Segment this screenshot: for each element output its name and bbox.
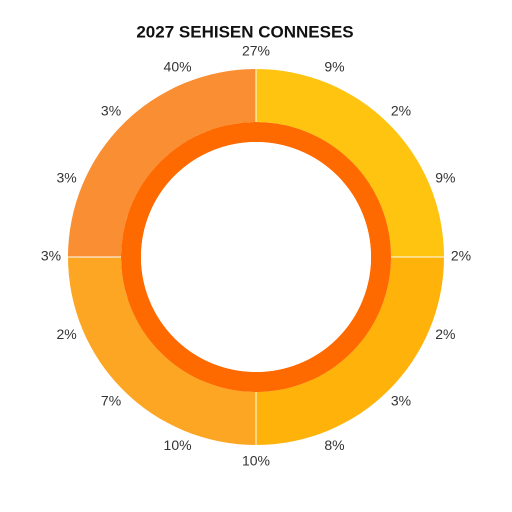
slice	[256, 257, 444, 445]
annotation-label: 8%	[324, 437, 344, 453]
annotation-label: 9%	[435, 169, 455, 185]
annotation-label: 3%	[391, 393, 411, 409]
slice	[256, 69, 444, 257]
annotation-label: 2%	[56, 326, 76, 342]
center-hole	[141, 142, 371, 372]
annotation-label: 7%	[101, 393, 121, 409]
annotation-label: 40%	[164, 58, 192, 74]
annotation-label: 3%	[101, 103, 121, 119]
annotation-label: 2%	[391, 103, 411, 119]
chart-title: 2027 SEHISEN CONNESES	[136, 22, 353, 41]
annotation-label: 2%	[451, 248, 471, 264]
inner-ring	[121, 122, 391, 392]
annotation-label: 10%	[242, 453, 270, 469]
annotation-label: 2%	[435, 326, 455, 342]
annotation-label: 9%	[324, 58, 344, 74]
annotation-label: 3%	[41, 248, 61, 264]
decor	[68, 69, 444, 445]
labels: 27% 9% 2% 9% 2% 2% 3% 8% 10% 10% 7% 2% 3% 3% 3% 40%	[41, 43, 471, 469]
slice	[68, 257, 256, 445]
annotation-label: 10%	[164, 437, 192, 453]
annotation-label: 3%	[56, 169, 76, 185]
slices	[68, 69, 444, 445]
annotation-label: 27%	[242, 43, 270, 59]
slice	[68, 69, 256, 257]
